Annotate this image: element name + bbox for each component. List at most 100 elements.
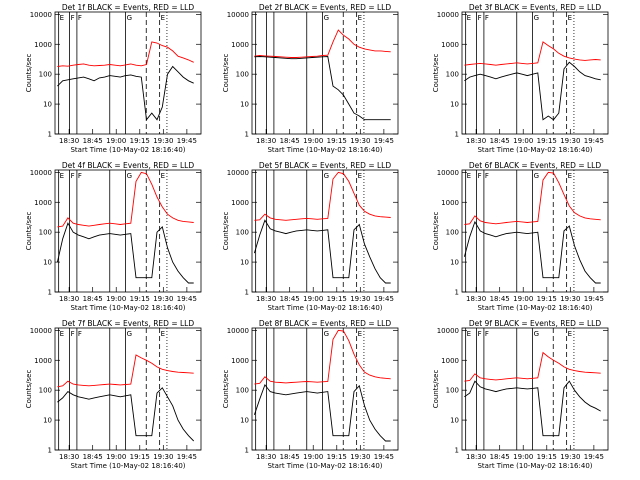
chart-panel-2: Det 2f BLACK = Events, RED = LLD 1 10 100 10… xyxy=(222,3,399,154)
x-tick-label: 19:30 xyxy=(350,137,370,145)
y-tick-label: 1 xyxy=(48,131,52,139)
x-tick-label: 18:30 xyxy=(256,137,276,145)
event-marker-label: G xyxy=(324,330,329,338)
y-tick-label: 10000 xyxy=(227,11,249,19)
chart-panel-3: Det 3f BLACK = Events, RED = LLD 1 10 100 10… xyxy=(432,3,609,154)
plot-frame xyxy=(251,327,399,451)
x-tick-label: 19:00 xyxy=(303,295,323,303)
y-tick-label: 1 xyxy=(455,447,459,455)
chart-panel-6: Det 6f BLACK = Events, RED = LLD 1 10 100 10… xyxy=(432,161,609,312)
x-tick-label: 19:15 xyxy=(327,453,347,461)
x-tick-label: 18:45 xyxy=(83,295,103,303)
x-tick-label: 19:15 xyxy=(537,295,557,303)
y-axis-label: Counts/sec xyxy=(432,54,440,93)
x-tick-label: 18:30 xyxy=(466,137,486,145)
plot-frame xyxy=(251,169,399,293)
y-tick-label: 10 xyxy=(450,101,459,109)
x-tick-label: 19:30 xyxy=(560,137,580,145)
y-tick-label: 1000 xyxy=(34,41,52,49)
event-marker-label: G xyxy=(127,14,132,22)
x-tick-label: 19:15 xyxy=(327,295,347,303)
y-tick-label: 10000 xyxy=(30,327,52,335)
y-axis-label: Counts/sec xyxy=(25,54,33,93)
y-tick-label: 10000 xyxy=(227,169,249,177)
x-axis-label: Start Time (10-May-02 18:16:40) xyxy=(267,304,382,312)
x-tick-label: 18:30 xyxy=(256,295,276,303)
x-axis-label: Start Time (10-May-02 18:16:40) xyxy=(477,304,592,312)
y-tick-label: 1000 xyxy=(231,199,249,207)
x-tick-label: 19:45 xyxy=(374,137,394,145)
event-marker-label: F xyxy=(478,14,482,22)
x-tick-label: 19:30 xyxy=(560,295,580,303)
x-tick-label: 18:45 xyxy=(280,295,300,303)
series-line-lld xyxy=(254,329,391,385)
series-line-lld xyxy=(254,171,391,221)
x-axis-label: Start Time (10-May-02 18:16:40) xyxy=(477,462,592,470)
chart-panel-5: Det 5f BLACK = Events, RED = LLD 1 10 100 10… xyxy=(222,161,399,312)
x-axis-label: Start Time (10-May-02 18:16:40) xyxy=(267,146,382,154)
event-marker-label: E xyxy=(358,330,362,338)
x-tick-label: 19:00 xyxy=(513,295,533,303)
y-tick-label: 1 xyxy=(245,131,249,139)
series-line-lld xyxy=(464,41,601,66)
x-tick-label: 19:30 xyxy=(350,453,370,461)
y-tick-label: 100 xyxy=(39,229,52,237)
x-tick-label: 19:00 xyxy=(106,137,126,145)
y-tick-label: 1 xyxy=(48,289,52,297)
y-tick-label: 100 xyxy=(236,387,249,395)
event-marker-label: G xyxy=(324,172,329,180)
y-tick-label: 100 xyxy=(236,71,249,79)
chart-panel-9: Det 9f BLACK = Events, RED = LLD 1 10 100 10… xyxy=(432,319,609,470)
y-tick-label: 1 xyxy=(245,447,249,455)
x-tick-label: 18:30 xyxy=(59,453,79,461)
x-axis-label: Start Time (10-May-02 18:16:40) xyxy=(70,304,185,312)
event-marker-label: E xyxy=(161,330,165,338)
series-line-lld xyxy=(464,171,601,225)
event-marker-label: F xyxy=(78,14,82,22)
x-tick-label: 18:30 xyxy=(256,453,276,461)
event-marker-label: E xyxy=(568,14,572,22)
x-tick-label: 19:45 xyxy=(374,453,394,461)
event-marker-label: E xyxy=(161,14,165,22)
event-marker-label: G xyxy=(324,14,329,22)
chart-panel-8: Det 8f BLACK = Events, RED = LLD 1 10 100 10… xyxy=(222,319,399,470)
x-tick-label: 19:45 xyxy=(177,453,197,461)
series-line-events xyxy=(253,219,391,284)
y-tick-label: 1 xyxy=(245,289,249,297)
event-marker-label: E xyxy=(467,14,471,22)
chart-title: Det 1f BLACK = Events, RED = LLD xyxy=(62,3,195,12)
y-axis-label: Counts/sec xyxy=(432,212,440,251)
event-marker-label: F xyxy=(78,172,82,180)
x-tick-label: 18:45 xyxy=(280,453,300,461)
x-tick-label: 19:15 xyxy=(130,295,150,303)
series-line-events xyxy=(254,56,391,121)
x-tick-label: 19:00 xyxy=(106,453,126,461)
y-tick-label: 10 xyxy=(43,417,52,425)
x-tick-label: 19:45 xyxy=(584,453,604,461)
event-marker-label: E xyxy=(358,14,362,22)
chart-panel-4: Det 4f BLACK = Events, RED = LLD 1 10 100 10… xyxy=(25,161,202,312)
chart-title: Det 5f BLACK = Events, RED = LLD xyxy=(259,161,392,170)
y-tick-label: 1000 xyxy=(441,199,459,207)
x-tick-label: 19:45 xyxy=(584,137,604,145)
y-axis-label: Counts/sec xyxy=(222,54,230,93)
series-line-lld xyxy=(57,41,194,67)
series-line-events xyxy=(253,383,391,442)
x-axis-label: Start Time (10-May-02 18:16:40) xyxy=(267,462,382,470)
chart-title: Det 7f BLACK = Events, RED = LLD xyxy=(62,319,195,328)
y-tick-label: 10000 xyxy=(437,11,459,19)
y-tick-label: 1000 xyxy=(34,357,52,365)
y-tick-label: 100 xyxy=(446,229,459,237)
series-line-lld xyxy=(57,354,194,388)
chart-title: Det 4f BLACK = Events, RED = LLD xyxy=(62,161,195,170)
x-tick-label: 18:30 xyxy=(59,137,79,145)
x-tick-label: 19:15 xyxy=(130,453,150,461)
event-marker-label: F xyxy=(71,330,75,338)
y-axis-label: Counts/sec xyxy=(25,212,33,251)
y-axis-label: Counts/sec xyxy=(222,212,230,251)
y-axis-label: Counts/sec xyxy=(432,370,440,409)
x-tick-label: 18:45 xyxy=(83,453,103,461)
x-tick-label: 19:30 xyxy=(153,295,173,303)
chart-panel-1: Det 1f BLACK = Events, RED = LLD 1 10 100 10… xyxy=(25,3,202,154)
